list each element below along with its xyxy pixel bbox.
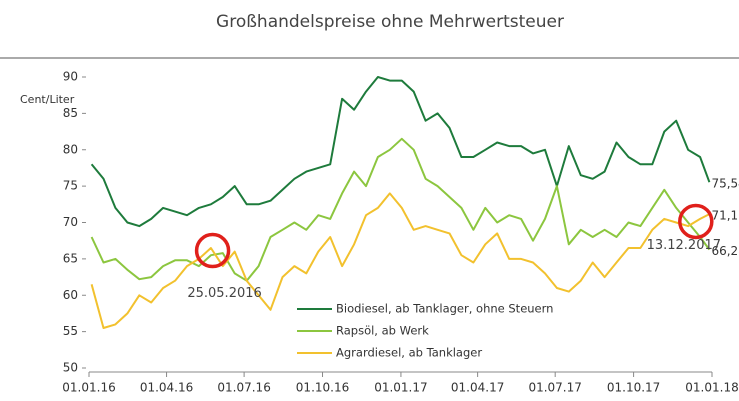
y-axis-label: Cent/Liter [20, 93, 75, 106]
legend-label: Agrardiesel, ab Tanklager [336, 346, 482, 360]
annotation: 25.05.2016 [187, 286, 261, 301]
end-value-label: 75,54 [711, 177, 739, 191]
x-tick-label: 01.07.16 [217, 381, 270, 395]
series-line [90, 192, 710, 329]
y-tick-label: 50 [63, 361, 78, 375]
highlight-circle [194, 232, 231, 269]
y-tick-label: 65 [63, 251, 78, 265]
x-tick-label: 01.07.17 [528, 381, 581, 395]
series-line [90, 76, 711, 228]
y-tick-label: 90 [63, 70, 78, 84]
annotation: 13.12.2017 [647, 238, 721, 253]
y-tick-label: 60 [63, 288, 78, 302]
x-tick-label: 01.10.17 [607, 381, 660, 395]
x-tick-label: 01.01.16 [62, 381, 115, 395]
series-line [90, 137, 711, 282]
y-tick-label: 75 [63, 179, 78, 193]
legend-label: Biodiesel, ab Tanklager, ohne Steuern [336, 302, 553, 316]
y-tick-label: 85 [63, 106, 78, 120]
x-tick-label: 01.01.17 [374, 381, 427, 395]
x-tick-label: 01.04.17 [451, 381, 504, 395]
highlight-circle [678, 203, 714, 240]
x-tick-label: 01.04.16 [140, 381, 193, 395]
x-tick-label: 01.01.18 [685, 381, 738, 395]
chart-title: Großhandelspreise ohne Mehrwertsteuer [216, 12, 564, 32]
y-tick-label: 70 [63, 215, 78, 229]
y-tick-label: 55 [63, 324, 78, 338]
end-value-label: 66,28 [711, 244, 739, 258]
end-value-label: 71,16 [711, 209, 739, 223]
legend-label: Rapsöl, ab Werk [336, 324, 429, 338]
x-tick-label: 01.10.16 [296, 381, 349, 395]
y-tick-label: 80 [63, 142, 78, 156]
